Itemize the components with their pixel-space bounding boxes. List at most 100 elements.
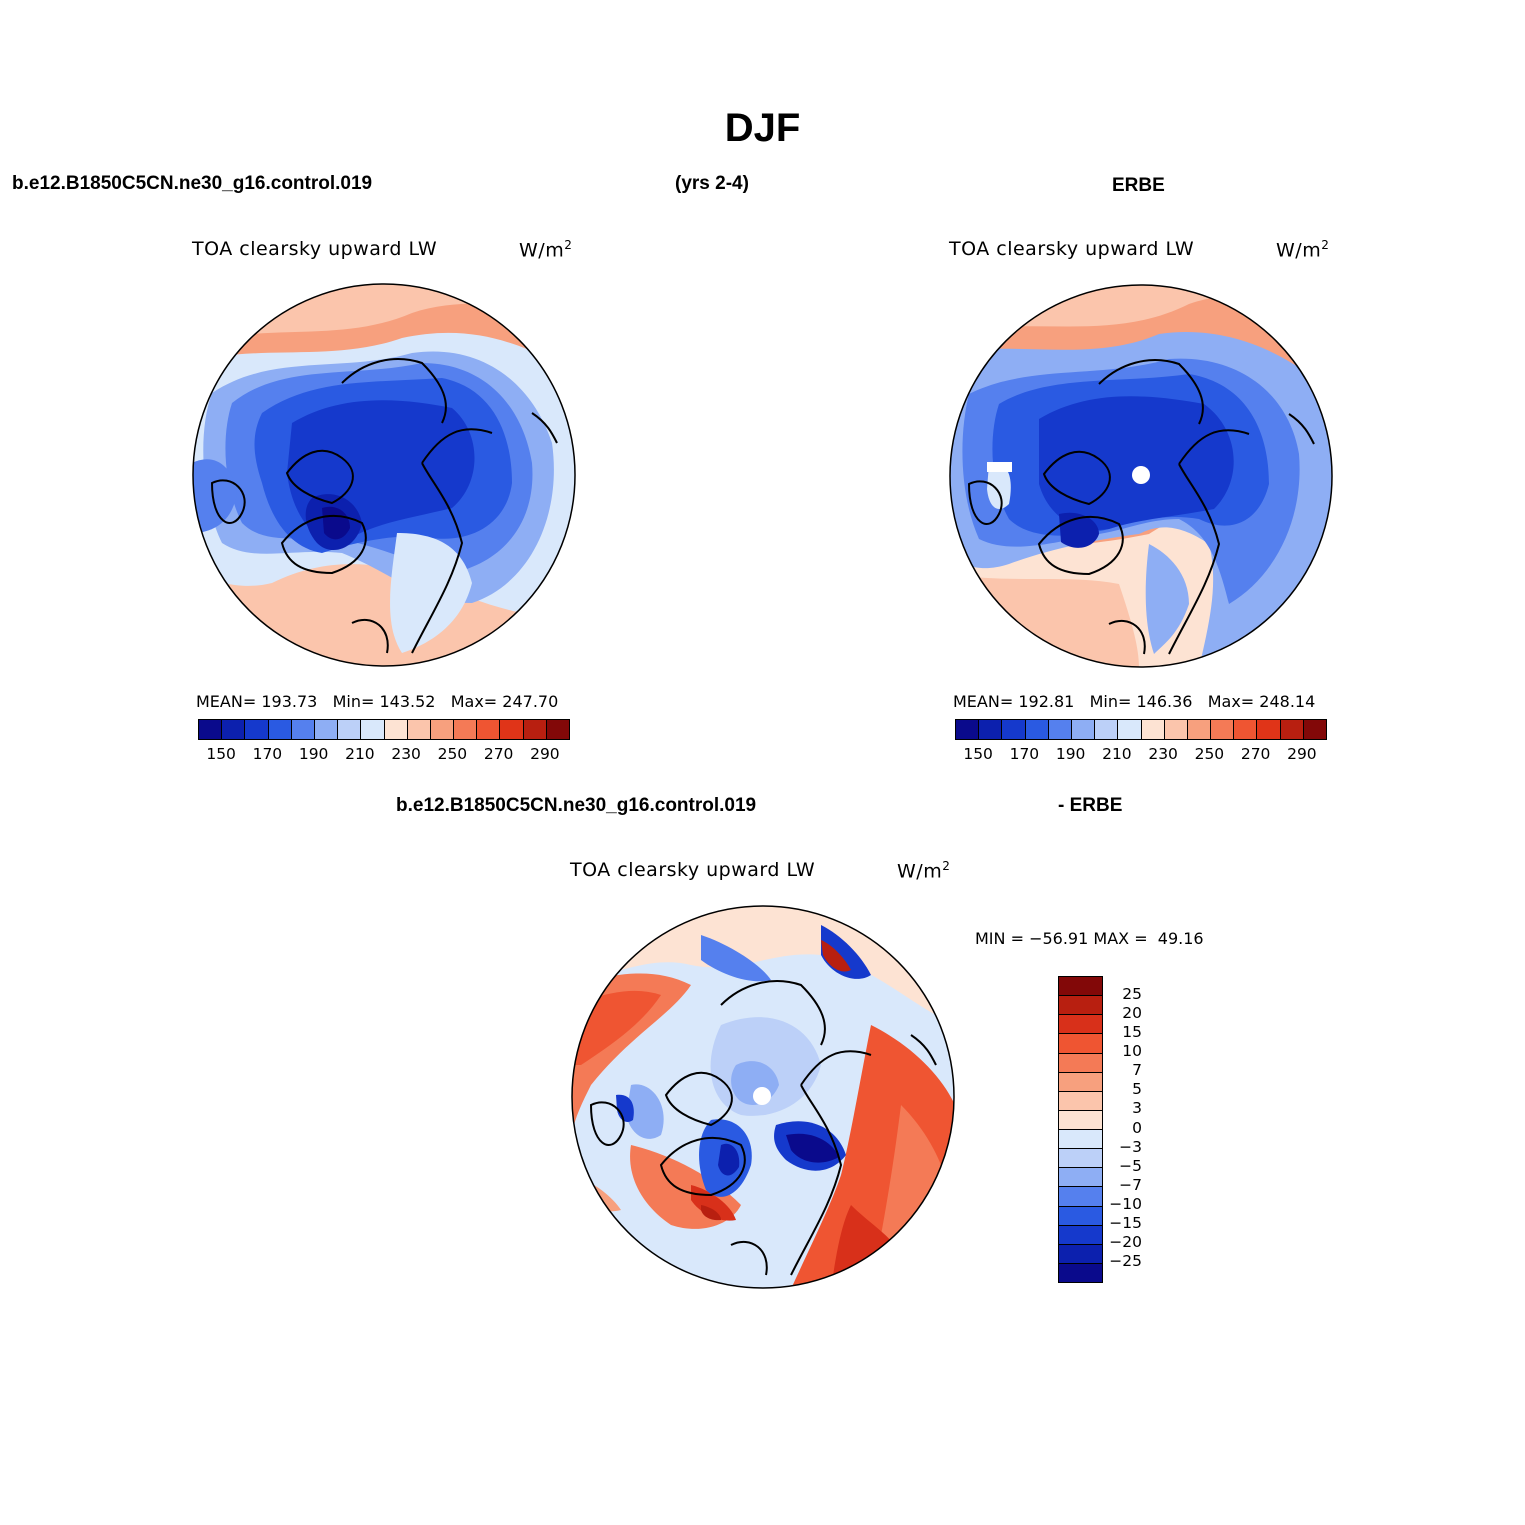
- colorbar-tick-label: 230: [391, 745, 421, 763]
- colorbar-segment: [546, 720, 569, 739]
- colorbar-segment: [1303, 720, 1326, 739]
- colorbar-segment: [1164, 720, 1188, 739]
- colorbar-segment: [1059, 1168, 1102, 1188]
- colorbar-segment: [1059, 1091, 1102, 1111]
- colorbar-tick-label: 250: [437, 745, 468, 763]
- colorbar-tick-label: −10: [1109, 1194, 1142, 1213]
- panel3-variable-title: TOA clearsky upward LW: [570, 859, 816, 881]
- panel2-units: W/m2: [1276, 238, 1330, 262]
- diff-case-header: b.e12.B1850C5CN.ne30_g16.control.019: [396, 795, 757, 816]
- colorbar-segment: [1059, 1149, 1102, 1169]
- colorbar-segment: [291, 720, 315, 739]
- colorbar-tick-label: −20: [1109, 1232, 1142, 1251]
- colorbar-tick-label: −3: [1119, 1137, 1142, 1156]
- colorbar-segment: [1059, 996, 1102, 1016]
- colorbar-segment: [1059, 1225, 1102, 1245]
- colorbar-tick-label: 290: [1287, 745, 1317, 763]
- colorbar-tick-label: 270: [1240, 745, 1271, 763]
- colorbar-tick-label: −25: [1109, 1251, 1142, 1270]
- panel1-units: W/m2: [519, 238, 573, 262]
- colorbar-segment: [1048, 720, 1072, 739]
- colorbar-segment: [1059, 1034, 1102, 1054]
- diff-obs-header: - ERBE: [1058, 795, 1123, 816]
- case-name-header: b.e12.B1850C5CN.ne30_g16.control.019: [12, 173, 373, 194]
- colorbar-segment: [1059, 977, 1102, 997]
- obs-header: ERBE: [1112, 175, 1165, 196]
- colorbar-segment: [1211, 720, 1235, 739]
- colorbar-tick-label: 250: [1194, 745, 1225, 763]
- colorbar-segment: [314, 720, 339, 739]
- colorbar-segment: [523, 720, 547, 739]
- colorbar-segment: [384, 720, 408, 739]
- colorbar-segment: [477, 720, 501, 739]
- colorbar-tick-label: 15: [1122, 1023, 1142, 1042]
- colorbar-segment: [1059, 1072, 1102, 1092]
- colorbar-tick-label: −7: [1119, 1175, 1142, 1194]
- colorbar-segment: [1059, 1053, 1102, 1073]
- colorbar-segment: [1002, 720, 1026, 739]
- panel1-stats: MEAN= 193.73 Min= 143.52 Max= 247.70: [196, 692, 559, 711]
- colorbar-segment: [199, 720, 223, 739]
- colorbar-tick-label: 270: [483, 745, 514, 763]
- colorbar-segment: [1059, 1130, 1102, 1150]
- panel2-variable-title: TOA clearsky upward LW: [949, 238, 1195, 260]
- colorbar-segment: [1025, 720, 1049, 739]
- main-title: DJF: [724, 106, 801, 150]
- colorbar-tick-label: 5: [1132, 1080, 1142, 1099]
- colorbar-segment: [1234, 720, 1258, 739]
- colorbar-segment: [500, 720, 524, 739]
- colorbar-tick-label: 3: [1132, 1099, 1142, 1118]
- colorbar-tick-label: 150: [206, 745, 236, 763]
- colorbar-segment: [454, 720, 478, 739]
- colorbar-segment: [1059, 1263, 1102, 1282]
- colorbar-segment: [361, 720, 385, 739]
- colorbar-tick-label: 10: [1122, 1042, 1142, 1061]
- colorbar-segment: [1118, 720, 1142, 739]
- colorbar-tick-label: 170: [1009, 745, 1040, 763]
- panel3-polar-map: [571, 905, 955, 1289]
- colorbar-segment: [338, 720, 362, 739]
- colorbar-tick-label: 210: [345, 745, 375, 763]
- colorbar-segment: [1280, 720, 1304, 739]
- colorbar-tick-label: 210: [1102, 745, 1132, 763]
- colorbar-tick-label: 290: [530, 745, 560, 763]
- colorbar-segment: [407, 720, 431, 739]
- colorbar-segment: [1141, 720, 1165, 739]
- colorbar-segment: [979, 720, 1003, 739]
- colorbar-segment: [1059, 1187, 1102, 1207]
- panel3-units: W/m2: [897, 859, 951, 883]
- colorbar-segment: [222, 720, 246, 739]
- colorbar-segment: [1059, 1015, 1102, 1035]
- colorbar-segment: [268, 720, 292, 739]
- panel3-colorbar: [1058, 976, 1103, 1283]
- colorbar-tick-label: 190: [298, 745, 329, 763]
- panel1-polar-map: [192, 283, 576, 667]
- colorbar-segment: [1059, 1244, 1102, 1264]
- panel1-colorbar: [198, 719, 570, 740]
- colorbar-tick-label: 230: [1148, 745, 1178, 763]
- colorbar-tick-label: 20: [1122, 1004, 1142, 1023]
- colorbar-tick-label: 7: [1132, 1061, 1142, 1080]
- colorbar-tick-label: 0: [1132, 1118, 1142, 1137]
- panel3-stats: MIN = −56.91 MAX = 49.16: [975, 929, 1204, 948]
- colorbar-segment: [430, 720, 455, 739]
- colorbar-tick-label: −5: [1119, 1156, 1142, 1175]
- colorbar-segment: [1071, 720, 1096, 739]
- colorbar-tick-label: 25: [1122, 985, 1142, 1004]
- colorbar-tick-label: 170: [252, 745, 283, 763]
- colorbar-tick-label: 150: [963, 745, 993, 763]
- panel2-polar-map: [949, 284, 1333, 668]
- panel2-colorbar: [955, 719, 1327, 740]
- colorbar-tick-label: 190: [1055, 745, 1086, 763]
- years-header: (yrs 2-4): [675, 173, 749, 194]
- colorbar-segment: [1257, 720, 1281, 739]
- colorbar-segment: [1059, 1206, 1102, 1226]
- colorbar-segment: [1095, 720, 1119, 739]
- colorbar-segment: [956, 720, 980, 739]
- colorbar-segment: [1059, 1110, 1102, 1130]
- colorbar-tick-label: −15: [1109, 1213, 1142, 1232]
- colorbar-segment: [1187, 720, 1212, 739]
- colorbar-segment: [245, 720, 269, 739]
- panel1-variable-title: TOA clearsky upward LW: [192, 238, 438, 260]
- panel2-stats: MEAN= 192.81 Min= 146.36 Max= 248.14: [953, 692, 1316, 711]
